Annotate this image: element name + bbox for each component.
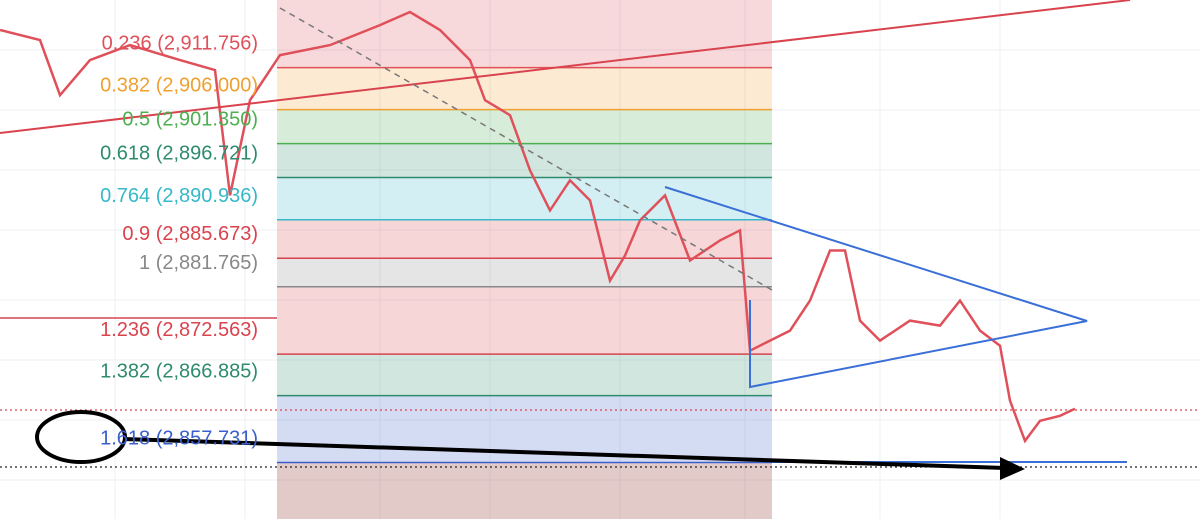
drawings xyxy=(0,0,1200,480)
fib-bands xyxy=(277,0,772,519)
fib-band xyxy=(277,462,772,519)
fib-label: 0.382 (2,906.000) xyxy=(100,75,258,97)
fib-price: (2,911.756) xyxy=(157,33,258,55)
fib-ratio: 1.236 xyxy=(100,319,150,341)
fib-ratio: 0.9 xyxy=(122,224,150,246)
fib-labels: 0.236 (2,911.756) 0.382 (2,906.000) 0.5 (2… xyxy=(100,33,258,450)
fib-label: 0.764 (2,890.936) xyxy=(100,185,258,207)
fib-band xyxy=(277,286,772,355)
fib-band xyxy=(277,354,772,396)
fib-ratio: 0.236 xyxy=(102,33,152,55)
highlight-circle xyxy=(35,410,127,464)
fib-band xyxy=(277,177,772,220)
fib-label: 0.618 (2,896.721) xyxy=(100,143,258,165)
fib-price: (2,857.731) xyxy=(156,428,258,450)
fib-price: (2,872.563) xyxy=(156,319,258,341)
fib-price: (2,906.000) xyxy=(156,75,258,97)
fib-price: (2,866.885) xyxy=(156,361,258,383)
fib-ratio: 0.764 xyxy=(100,185,150,207)
price-series xyxy=(0,10,1076,444)
fib-band xyxy=(277,219,772,259)
fib-ratio: 1 xyxy=(139,252,150,274)
fib-band xyxy=(277,0,772,68)
fib-label: 1 (2,881.765) xyxy=(139,252,258,274)
fib-ratio: 1.618 xyxy=(100,428,150,450)
fib-band xyxy=(277,258,772,287)
price-line xyxy=(0,10,1076,444)
trend-line xyxy=(0,0,1131,134)
fib-price: (2,896.721) xyxy=(156,143,258,165)
fib-label: 1.236 (2,872.563) xyxy=(100,319,258,341)
triangle xyxy=(664,186,1088,389)
fib-ratio: 0.382 xyxy=(100,75,150,97)
fib-band xyxy=(277,109,772,144)
fib-price: (2,881.765) xyxy=(156,252,258,274)
fib-label: 1.382 (2,866.885) xyxy=(100,361,258,383)
fib-label: 0.236 (2,911.756) xyxy=(102,33,258,55)
arrow xyxy=(124,437,1006,470)
fib-label: 0.5 (2,901.350) xyxy=(122,109,258,131)
fib-ratio: 0.618 xyxy=(100,143,150,165)
fib-band xyxy=(277,67,772,110)
fib-price: (2,890.936) xyxy=(156,185,258,207)
fib-levels xyxy=(277,66,772,464)
fib-band xyxy=(277,143,772,178)
fib-ratio: 1.382 xyxy=(100,361,150,383)
fib-label: 1.618 (2,857.731) xyxy=(100,428,258,450)
fib-price: (2,885.673) xyxy=(156,224,258,246)
arrow-head xyxy=(1000,457,1025,480)
fib-price: (2,901.350) xyxy=(156,109,258,131)
fib-label: 0.9 (2,885.673) xyxy=(122,224,258,246)
fib-ratio: 0.5 xyxy=(122,109,150,131)
